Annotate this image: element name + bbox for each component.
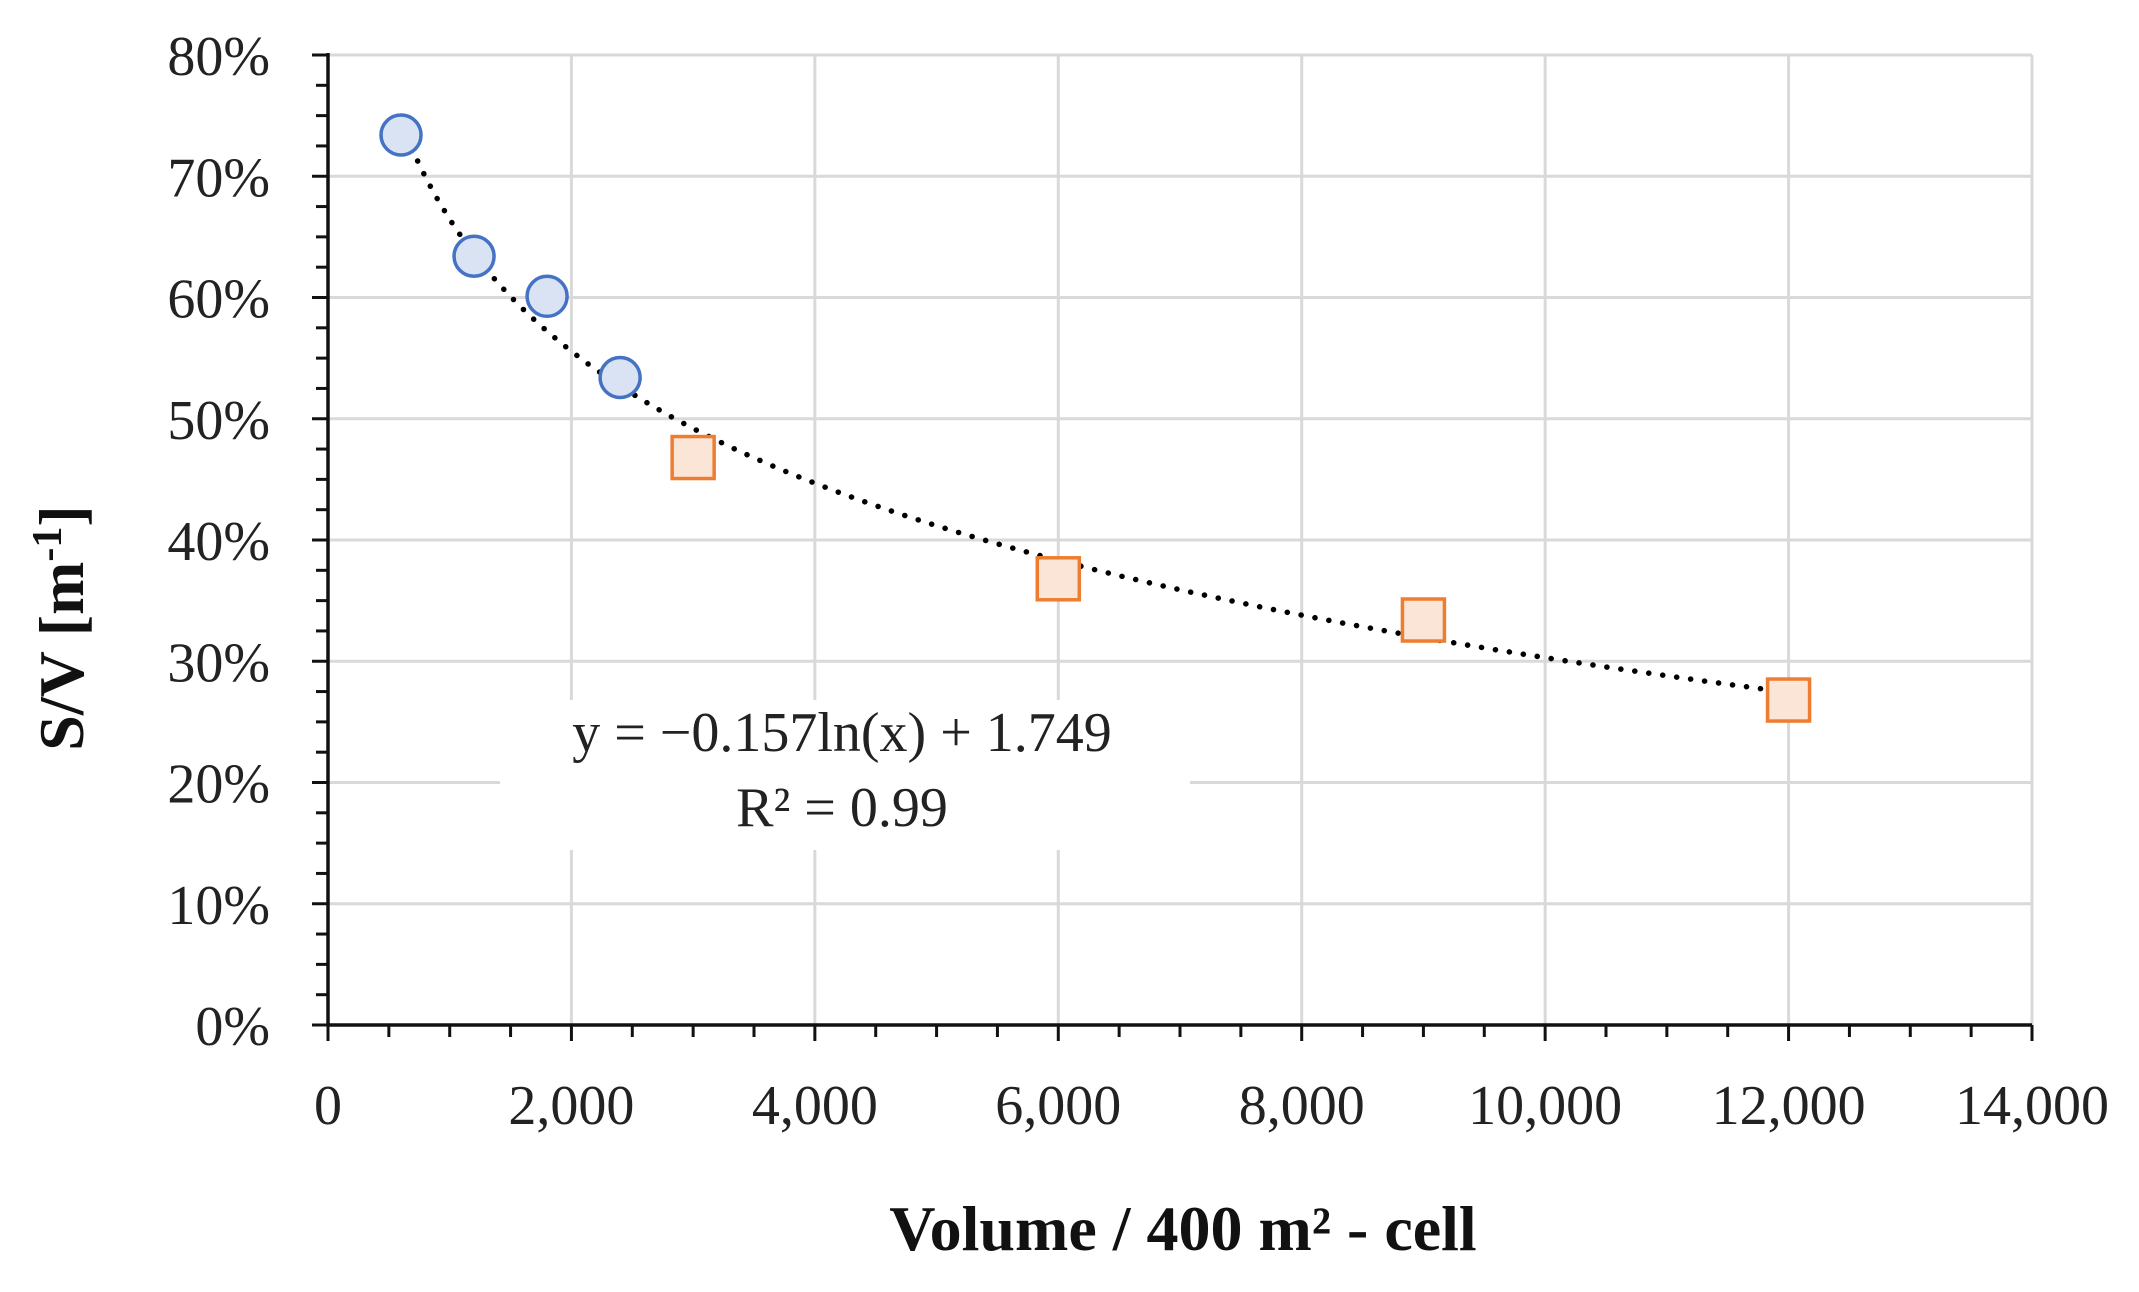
y-tick-label: 50% bbox=[167, 390, 270, 452]
square-data-point bbox=[1765, 677, 1812, 723]
trendline-r-squared: R² = 0.99 bbox=[736, 777, 948, 839]
trendline-path bbox=[398, 119, 1792, 696]
x-axis-label: Volume / 400 m² - cell bbox=[889, 1193, 1476, 1264]
y-tick-label: 40% bbox=[167, 511, 270, 573]
axes bbox=[312, 53, 2034, 1041]
y-tick-label: 70% bbox=[167, 147, 270, 209]
gridlines bbox=[328, 53, 2034, 1025]
data-points bbox=[379, 113, 1812, 723]
y-tick-label: 60% bbox=[167, 269, 270, 331]
x-tick-label: 10,000 bbox=[1468, 1075, 1622, 1137]
x-tick-label: 14,000 bbox=[1955, 1075, 2109, 1137]
circle-data-point bbox=[379, 113, 423, 157]
circle-data-point bbox=[452, 234, 496, 279]
x-tick-label: 2,000 bbox=[508, 1075, 634, 1137]
y-axis-label-main: S/V [m bbox=[26, 562, 97, 751]
x-tick-label: 4,000 bbox=[752, 1075, 878, 1137]
y-tick-label: 20% bbox=[167, 754, 270, 816]
y-tick-label: 0% bbox=[195, 996, 270, 1058]
equation-background bbox=[500, 700, 1190, 850]
x-tick-label: 12,000 bbox=[1712, 1075, 1866, 1137]
x-tick-label: 0 bbox=[314, 1075, 342, 1137]
y-tick-label: 30% bbox=[167, 632, 270, 694]
trendline bbox=[398, 119, 1792, 696]
x-tick-label: 6,000 bbox=[995, 1075, 1121, 1137]
tick-labels: 0 2,000 4,000 6,000 8,000 10,000 12,000 14,000 0… bbox=[167, 26, 2109, 1137]
circle-data-point bbox=[598, 355, 642, 400]
y-axis-label: S/V [m-1] bbox=[25, 505, 97, 750]
y-axis-label-close: ] bbox=[26, 505, 97, 526]
x-tick-label: 8,000 bbox=[1239, 1075, 1365, 1137]
y-tick-label: 80% bbox=[167, 26, 270, 88]
circle-data-point bbox=[525, 274, 569, 319]
square-data-point bbox=[1400, 597, 1447, 643]
square-data-point bbox=[1035, 556, 1082, 602]
y-tick-label: 10% bbox=[167, 875, 270, 937]
y-axis-label-superscript: -1 bbox=[25, 527, 71, 562]
trendline-equation: y = −0.157ln(x) + 1.749 bbox=[572, 702, 1112, 764]
square-data-point bbox=[670, 434, 716, 481]
